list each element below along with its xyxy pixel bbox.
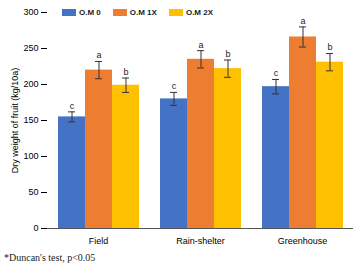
svg-text:150: 150 xyxy=(23,115,38,125)
svg-text:a: a xyxy=(300,16,305,26)
svg-text:a: a xyxy=(96,50,101,60)
html-text:O.M 1X: O.M 1X xyxy=(129,8,157,17)
svg-text:c: c xyxy=(70,101,75,111)
svg-text:250: 250 xyxy=(23,43,38,53)
svg-text:300: 300 xyxy=(23,7,38,17)
svg-text:b: b xyxy=(225,49,230,59)
svg-text:Dry weight of fruit (kg/10a): Dry weight of fruit (kg/10a) xyxy=(10,68,20,174)
svg-text:200: 200 xyxy=(23,79,38,89)
svg-text:Rain-shelter: Rain-shelter xyxy=(176,236,225,246)
svg-text:c: c xyxy=(172,81,177,91)
svg-text:Greenhouse: Greenhouse xyxy=(278,236,328,246)
html-text:*Duncan's test, p<0.05: *Duncan's test, p<0.05 xyxy=(4,252,96,263)
svg-text:b: b xyxy=(327,42,332,52)
svg-text:0: 0 xyxy=(33,223,38,233)
html-text:O.M 0: O.M 0 xyxy=(79,8,101,17)
svg-text:c: c xyxy=(274,68,279,78)
svg-text:Field: Field xyxy=(89,236,109,246)
svg-text:100: 100 xyxy=(23,151,38,161)
svg-text:b: b xyxy=(123,67,128,77)
html-text:O.M 2X: O.M 2X xyxy=(185,8,213,17)
svg-text:a: a xyxy=(198,40,203,50)
svg-text:50: 50 xyxy=(28,187,38,197)
